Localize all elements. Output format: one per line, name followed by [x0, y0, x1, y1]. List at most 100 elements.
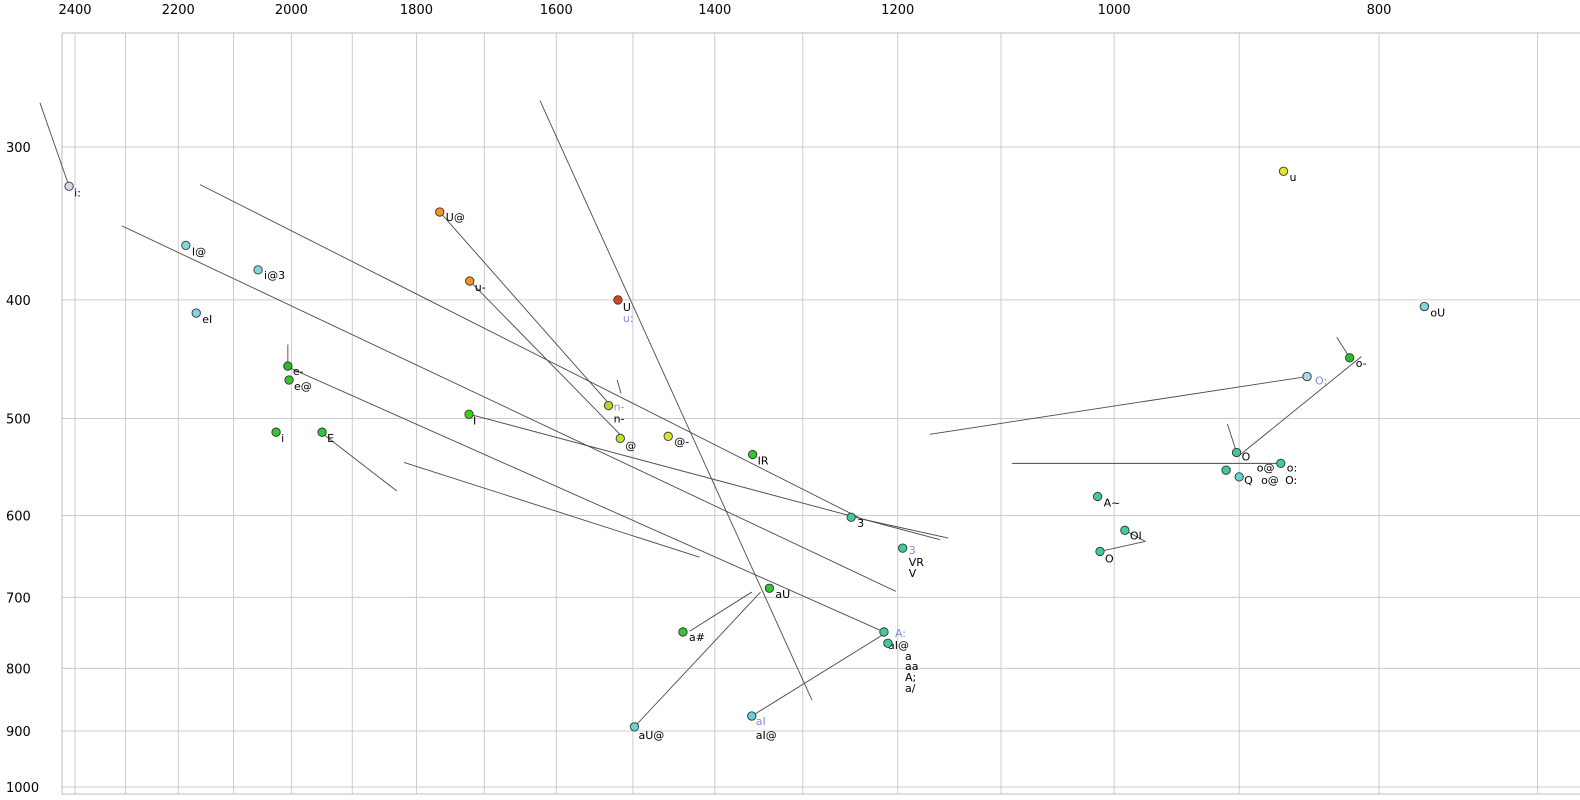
vowel-point [1302, 371, 1312, 382]
vowel-point-label: A: [895, 627, 906, 640]
vowel-point-label: I [473, 414, 476, 427]
vowel-point [1419, 301, 1430, 312]
vowel-point [1092, 491, 1103, 502]
trajectory-line [39, 102, 70, 187]
vowel-point [603, 400, 614, 411]
trajectory-line [861, 518, 949, 539]
vowel-point-label: E [327, 432, 334, 445]
vowel-point-label: A; [905, 671, 916, 684]
vowel-point-label: OI [1130, 529, 1142, 542]
trajectory-line [321, 432, 398, 492]
trajectory-line [469, 413, 941, 541]
vowel-point [898, 543, 908, 553]
vowel-point-label: o- [1356, 357, 1367, 370]
vowel-point-label: U@ [446, 211, 465, 224]
vowel-point-label: Q [1244, 474, 1253, 487]
vowel-point-label: o@ [1261, 474, 1279, 487]
trajectory-line [469, 280, 623, 437]
y-axis-tick-label: 400 [6, 294, 31, 309]
vowel-point-label: a [905, 650, 912, 663]
grid-layer [61, 32, 1580, 795]
vowel-point-label: i@3 [264, 269, 285, 282]
vowel-point-label: i: [74, 186, 81, 199]
vowel-point [64, 181, 74, 191]
vowel-point [465, 276, 475, 286]
vowel-point [883, 638, 893, 648]
vowel-point-label: aI [756, 715, 766, 728]
y-axis-tick-label: 500 [6, 413, 31, 428]
y-axis-tick-label: 700 [6, 591, 31, 606]
vowel-point [253, 265, 263, 275]
vowel-point-label: n- [614, 413, 625, 426]
trajectory-line [751, 633, 885, 717]
vowel-point-label: 3 [909, 544, 916, 557]
vowel-point-label: e- [293, 365, 304, 378]
vowel-point-label: o@ [1257, 461, 1275, 474]
x-axis-tick-label: 2400 [58, 3, 91, 18]
vowel-point-label: n- [614, 401, 625, 414]
x-axis-tick-label: 1200 [881, 3, 914, 18]
vowel-point-label: aI@ [756, 729, 777, 742]
vowel-point-label: oU [1430, 307, 1445, 320]
y-axis-tick-label: 1000 [6, 781, 39, 796]
vowel-point [1120, 525, 1130, 535]
vowel-point [317, 427, 327, 437]
vowel-point [747, 711, 757, 721]
vowel-point-label: aI@ [888, 639, 909, 652]
x-axis-tick-label: 800 [1367, 3, 1392, 18]
vowel-point [191, 308, 201, 318]
vowel-point [613, 295, 623, 305]
vowel-point [629, 722, 640, 732]
y-axis-tick-label: 600 [6, 509, 31, 524]
vowel-point [283, 361, 293, 371]
y-axis-tick-label: 900 [6, 725, 31, 740]
vowel-point-label: aU [775, 588, 790, 601]
x-axis-tick-label: 1800 [400, 3, 433, 18]
vowel-point-label: 3 [857, 517, 864, 530]
vowel-point [271, 427, 281, 437]
vowel-point-label: e@ [294, 380, 312, 393]
vowel-point-label: u: [623, 312, 634, 325]
trajectory-line [290, 367, 885, 633]
vowel-point [284, 375, 294, 385]
vowel-point-label: u [1290, 171, 1297, 184]
trajectory-line [403, 461, 700, 558]
vowel-point [1278, 166, 1289, 176]
vowel-point [1095, 546, 1105, 557]
vowel-point-label: aa [905, 660, 918, 673]
vowel-point [1276, 458, 1286, 469]
x-axis-tick-label: 2000 [275, 3, 308, 18]
trajectory-line [1226, 423, 1237, 453]
trajectory-line [929, 376, 1308, 435]
vowel-point-label: o: [1287, 461, 1297, 474]
trajectory-line [121, 225, 896, 592]
trajectory-lines-layer [39, 100, 1362, 728]
vowel-point-label: V [909, 567, 917, 580]
vowel-point-label: @- [674, 435, 689, 448]
vowel-point [764, 583, 775, 593]
vowel-point [615, 433, 625, 444]
vowel-point [678, 627, 688, 637]
trajectory-line [616, 379, 622, 394]
trajectory-line [539, 100, 813, 701]
vowel-point [1234, 472, 1244, 482]
trajectory-line [689, 591, 753, 632]
vowel-point [435, 207, 445, 217]
vowel-point [464, 409, 474, 419]
vowel-point-label: O: [1315, 375, 1327, 388]
vowel-point [663, 431, 673, 441]
vowel-point [1231, 447, 1242, 458]
vowel-point [1221, 465, 1231, 475]
trajectory-line [1099, 540, 1146, 552]
y-axis-tick-label: 300 [6, 141, 31, 156]
x-axis-tick-label: 1000 [1098, 3, 1131, 18]
vowel-point-label: u- [475, 281, 486, 294]
vowel-point-label: a/ [905, 682, 916, 695]
vowel-point-label: a# [689, 631, 705, 644]
trajectory-line [634, 591, 761, 728]
vowel-point-label: A~ [1104, 497, 1121, 510]
trajectory-line [199, 184, 862, 520]
